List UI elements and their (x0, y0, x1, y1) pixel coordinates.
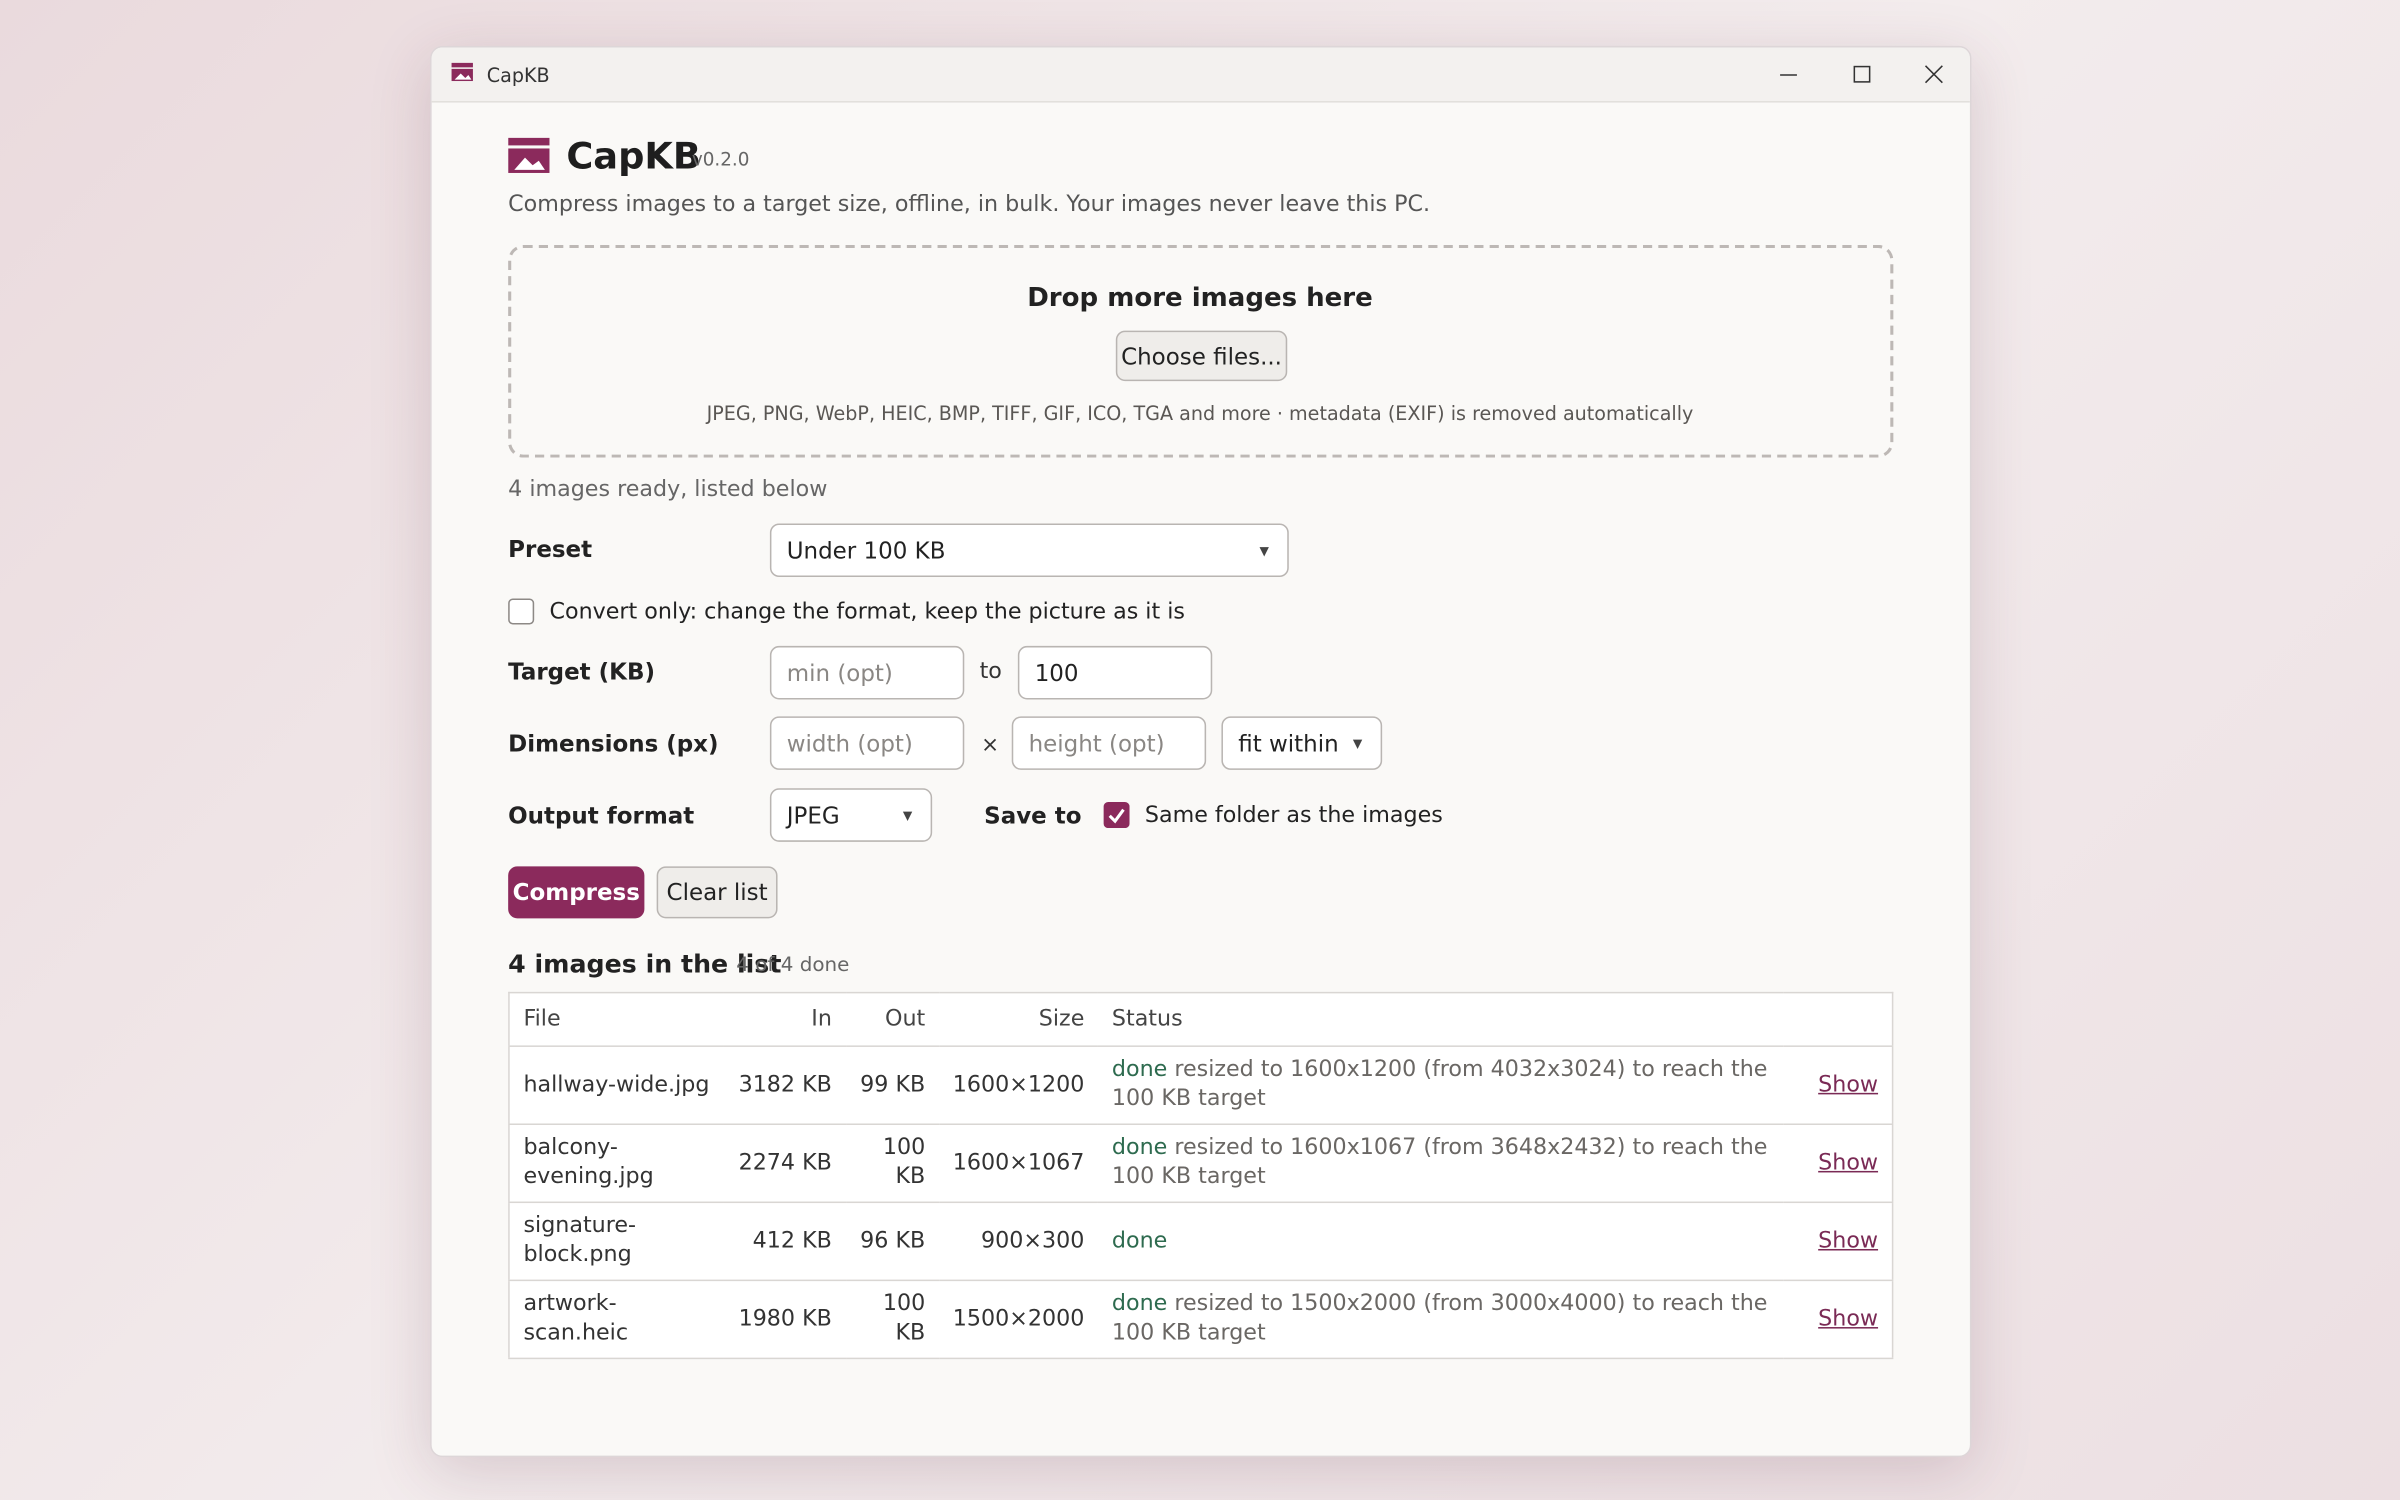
column-header: Size (939, 992, 1099, 1047)
file-name: artwork-scan.heic (508, 1280, 724, 1360)
placeholder: height (opt) (1028, 729, 1165, 757)
app-window: CapKB CapKB v0.2.0 Compress images to a … (430, 45, 1972, 1458)
save-value: Same folder as the images (1144, 803, 1443, 829)
table-body: hallway-wide.jpg 3182 KB 99 KB 1600×1200 don… (508, 1046, 1893, 1360)
width-input[interactable]: width (opt) (769, 716, 965, 770)
output-value: JPEG (786, 801, 840, 829)
status-detail: resized to 1600x1067 (from 3648x2432) to… (1111, 1135, 1768, 1190)
close-button[interactable] (1924, 64, 1945, 85)
column-header-blank (1782, 992, 1893, 1047)
file-row: hallway-wide.jpg 3182 KB 99 KB 1600×1200 don… (508, 1046, 1893, 1125)
file-name: balcony-evening.jpg (508, 1124, 724, 1204)
app-title: CapKB (566, 134, 701, 178)
dimensions: 1600×1067 (939, 1124, 1099, 1204)
status-detail: resized to 1600x1200 (from 4032x3024) to… (1111, 1057, 1768, 1112)
output-select[interactable]: JPEG ▼ (769, 788, 933, 842)
app-icon (451, 62, 473, 82)
status-state: done (1111, 1057, 1168, 1083)
size-out: 96 KB (845, 1202, 940, 1282)
size-out: 100 KB (845, 1280, 940, 1360)
size-in: 1980 KB (723, 1280, 846, 1360)
target-min-input[interactable]: min (opt) (769, 645, 965, 700)
file-name: hallway-wide.jpg (508, 1046, 724, 1125)
clear-list-button[interactable]: Clear list (656, 866, 778, 919)
size-out: 99 KB (845, 1046, 940, 1125)
maximize-button[interactable] (1852, 64, 1873, 85)
list-progress: 4 of 4 done (736, 954, 850, 978)
dimensions: 1500×2000 (939, 1280, 1099, 1360)
show-link[interactable]: Show (1782, 1046, 1893, 1125)
convert-only-checkbox[interactable] (508, 598, 535, 625)
file-row: artwork-scan.heic 1980 KB 100 KB 1500×2000 d… (508, 1280, 1893, 1360)
target-separator: to (979, 659, 1002, 685)
preset-value: Under 100 KB (786, 536, 946, 565)
dimensions-separator: × (981, 733, 1000, 758)
dimensions: 900×300 (939, 1202, 1099, 1282)
file-table: File In Out Size Status hallway-wide.jpg 3182… (508, 991, 1894, 1360)
list-title: 4 images in the list (508, 949, 782, 979)
caret: ▼ (902, 808, 913, 822)
status-cell: done resized to 1600x1067 (from 3648x243… (1098, 1124, 1783, 1204)
file-row: balcony-evening.jpg 2274 KB 100 KB 1600×106… (508, 1124, 1893, 1204)
column-header: Status (1098, 992, 1783, 1047)
file-row: signature-block.png 412 KB 96 KB 900×300 don… (508, 1202, 1893, 1282)
input-value: 100 (1034, 658, 1079, 687)
status-cell: done resized to 1500x2000 (from 3000x400… (1098, 1280, 1783, 1360)
output-label: Output format (508, 802, 695, 830)
show-link[interactable]: Show (1782, 1202, 1893, 1282)
status-cell: done resized to 1600x1200 (from 4032x302… (1098, 1046, 1783, 1125)
status-state: done (1111, 1291, 1168, 1317)
fit-value: fit within (1238, 729, 1339, 757)
convert-only-label: Convert only: change the format, keep th… (549, 599, 1185, 625)
minimize-button[interactable] (1779, 64, 1800, 85)
show-link[interactable]: Show (1782, 1124, 1893, 1204)
dimensions: 1600×1200 (939, 1046, 1099, 1125)
column-header: Out (845, 992, 940, 1047)
placeholder: min (opt) (786, 658, 893, 687)
column-header: File (508, 992, 724, 1047)
choose-files-button[interactable]: Choose files... (1115, 330, 1288, 382)
target-label: Target (KB) (508, 658, 655, 686)
size-in: 412 KB (723, 1202, 846, 1282)
table-header: File In Out Size Status (508, 992, 1893, 1047)
app-subtitle: Compress images to a target size, offlin… (508, 192, 1431, 218)
target-max-input[interactable]: 100 (1017, 645, 1213, 700)
status-detail: resized to 1500x2000 (from 3000x4000) to… (1111, 1291, 1768, 1346)
drop-title: Drop more images here (1027, 283, 1373, 314)
show-link[interactable]: Show (1782, 1280, 1893, 1360)
header-icon (508, 137, 550, 173)
title-bar: CapKB (431, 47, 1970, 103)
compress-button[interactable]: Compress (508, 866, 645, 919)
caret: ▼ (1259, 543, 1269, 558)
size-out: 100 KB (845, 1124, 940, 1204)
placeholder: width (opt) (786, 729, 913, 757)
save-checkbox[interactable] (1103, 802, 1130, 829)
height-input[interactable]: height (opt) (1011, 716, 1207, 770)
status-state: done (1111, 1135, 1168, 1161)
app-version: v0.2.0 (691, 148, 750, 170)
preset-select[interactable]: Under 100 KB ▼ (769, 523, 1289, 578)
status-state: done (1111, 1228, 1168, 1253)
caret: ▼ (1352, 736, 1363, 750)
size-in: 3182 KB (723, 1046, 846, 1125)
fit-select[interactable]: fit within ▼ (1221, 716, 1383, 770)
preset-label: Preset (508, 535, 593, 564)
size-in: 2274 KB (723, 1124, 846, 1204)
status-text: 4 images ready, listed below (508, 477, 828, 503)
window-title: CapKB (486, 63, 550, 87)
drop-zone[interactable] (508, 244, 1894, 458)
drop-note: JPEG, PNG, WebP, HEIC, BMP, TIFF, GIF, I… (706, 401, 1694, 425)
status-cell: done (1098, 1202, 1783, 1282)
column-header: In (723, 992, 846, 1047)
file-name: signature-block.png (508, 1202, 724, 1282)
save-label: Save to (984, 802, 1082, 830)
dimensions-label: Dimensions (px) (508, 730, 719, 758)
